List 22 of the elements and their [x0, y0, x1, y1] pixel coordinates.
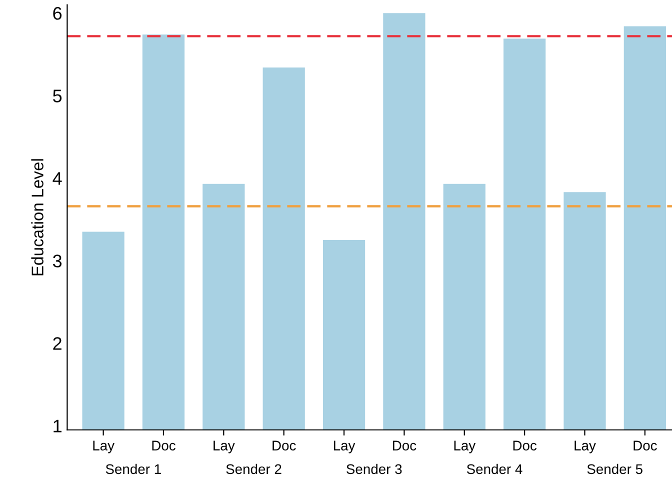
y-tick-label: 6: [53, 7, 62, 20]
x-tick-label: Doc: [634, 440, 657, 450]
y-tick-label: 4: [52, 172, 62, 185]
x-tick-label: Lay: [93, 440, 114, 454]
x-tick-label: Lay: [454, 440, 476, 454]
y-tick-label: 2: [53, 337, 62, 350]
x-tick-label: Lay: [574, 440, 596, 454]
y-tick-label: 1: [54, 420, 62, 432]
y-tick-label: 3: [52, 254, 62, 268]
x-tick-label: Doc: [152, 440, 176, 450]
y-axis-title: Education Level: [31, 159, 44, 276]
text: Sender 1: [106, 464, 161, 474]
x-tick-label: Doc: [392, 440, 416, 450]
x-tick-label: Doc: [272, 440, 296, 450]
y-tick-label: 5: [53, 90, 62, 102]
text: Sender 5: [587, 464, 642, 474]
x-tick-label: Doc: [513, 440, 537, 450]
text: Sender 2: [226, 464, 282, 474]
text: Sender 3: [346, 464, 402, 474]
x-tick-label: Lay: [214, 440, 235, 454]
x-tick-label: Lay: [334, 440, 356, 454]
text: Sender 4: [466, 464, 522, 474]
